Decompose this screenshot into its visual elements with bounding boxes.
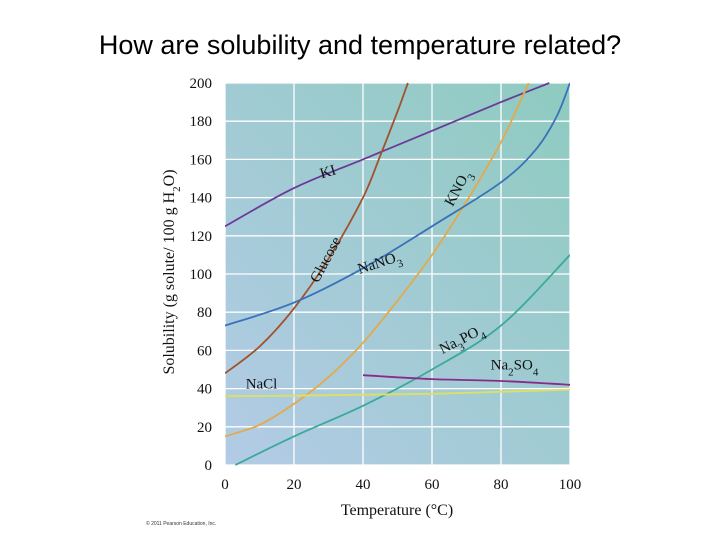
x-tick-label: 0	[221, 477, 229, 493]
series-line-nacl	[225, 388, 570, 398]
series-line-ki	[225, 82, 550, 228]
label-text: Na	[491, 358, 509, 374]
label-text: SO	[514, 358, 533, 374]
x-tick-label: 80	[494, 477, 509, 493]
label-subscript: 4	[533, 367, 539, 379]
y-axis-label-tail: O)	[161, 169, 178, 186]
y-tick-label: 180	[190, 114, 213, 130]
series-line-glucose	[225, 82, 409, 375]
y-tick-label: 20	[197, 420, 212, 436]
series-line-na3po4	[234, 254, 570, 466]
series-label-nacl: NaCl	[246, 377, 278, 393]
y-tick-label: 140	[190, 191, 213, 207]
y-tick-label: 40	[197, 382, 212, 398]
label-subscript: 3	[457, 341, 468, 354]
copyright-text: © 2011 Pearson Education, Inc.	[146, 520, 216, 527]
label-subscript: 3	[396, 257, 405, 270]
slide-title: How are solubility and temperature relat…	[98, 30, 622, 60]
label-subscript: 2	[508, 367, 514, 379]
label-text: KI	[318, 162, 338, 182]
x-tick-label: 20	[287, 477, 302, 493]
label-text: NaCl	[246, 377, 278, 393]
x-tick-label: 60	[425, 477, 440, 493]
series-label-na3po4: Na3PO4	[437, 322, 489, 363]
label-text: Na	[437, 335, 460, 357]
y-tick-label: 160	[190, 152, 213, 168]
y-axis-label-main: Solubility (g solute/ 100 g H	[161, 191, 178, 374]
series-line-nano3	[225, 82, 570, 327]
x-ticks: 0 20 40 60 80 100	[221, 477, 581, 493]
y-tick-label: 0	[205, 458, 213, 474]
y-tick-label: 100	[190, 267, 213, 283]
label-subscript: 3	[465, 172, 478, 183]
label-text: PO	[457, 324, 481, 347]
y-axis-label: Solubility (g solute/ 100 g H2O)	[161, 169, 183, 374]
series-line-kno3	[225, 82, 530, 438]
series-label-na2so4: Na2SO4	[491, 358, 539, 379]
y-tick-label: 80	[197, 305, 212, 321]
y-ticks: 0 20 40 60 80 100 120 140 160 180 200	[190, 76, 213, 474]
y-tick-label: 120	[190, 229, 213, 245]
y-tick-label: 200	[190, 76, 213, 92]
grid-lines	[224, 82, 571, 466]
x-tick-label: 40	[356, 477, 371, 493]
y-axis-label-sub: 2	[171, 186, 183, 192]
x-tick-label: 100	[559, 477, 582, 493]
series-line-na2so4	[362, 374, 570, 386]
x-axis-label: Temperature (°C)	[341, 502, 453, 519]
series-label-ki: KI	[318, 162, 338, 182]
y-tick-label: 60	[197, 343, 212, 359]
label-subscript: 4	[479, 330, 490, 343]
series-lines	[225, 82, 570, 466]
